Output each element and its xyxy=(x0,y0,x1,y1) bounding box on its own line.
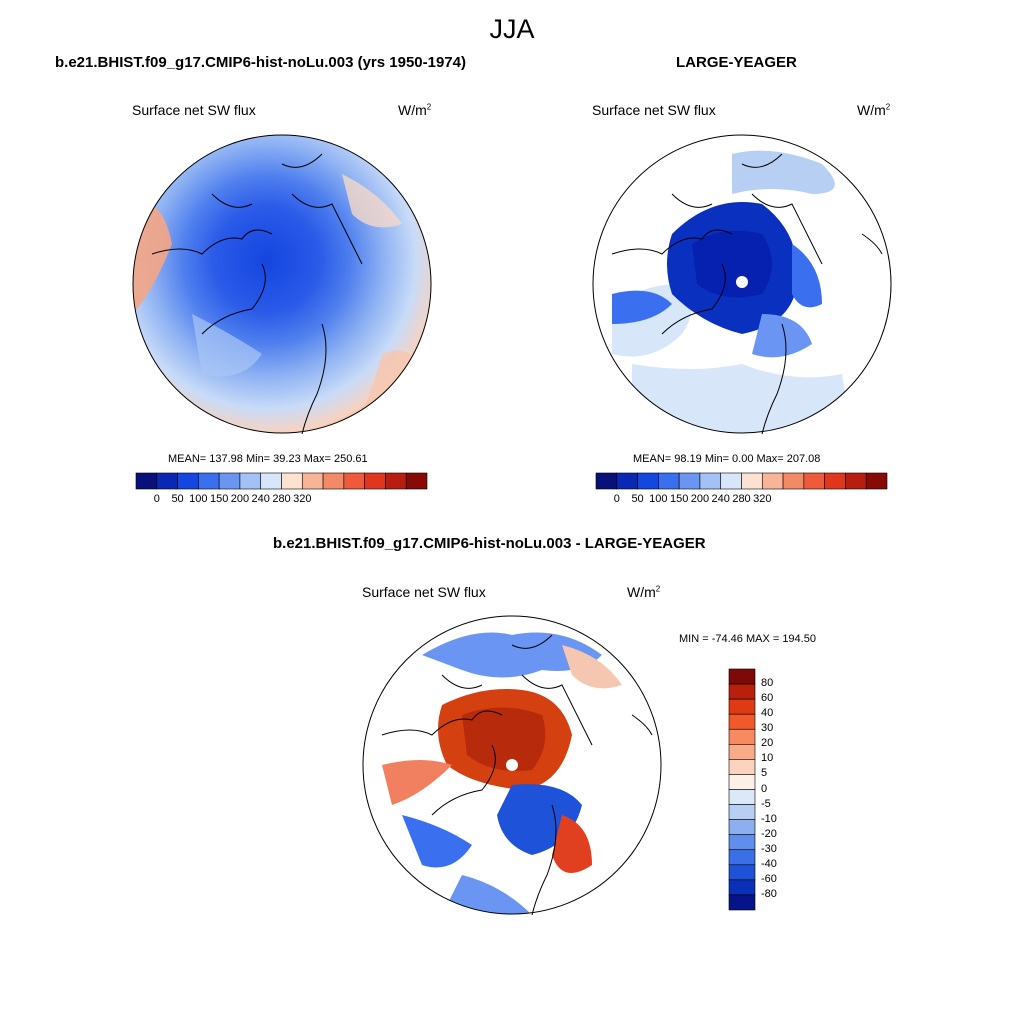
left-units-label: W/m2 xyxy=(398,102,432,118)
diff-stats: MIN = -74.46 MAX = 194.50 xyxy=(679,633,816,645)
colorbar-swatch xyxy=(728,864,756,881)
colorbar-swatch xyxy=(728,759,756,775)
colorbar-tick-label: 0 xyxy=(613,493,620,505)
colorbar-swatch xyxy=(728,774,756,790)
diff-colorbar xyxy=(728,668,756,911)
colorbar-swatch xyxy=(782,472,805,490)
colorbar-tick-label: -20 xyxy=(761,827,777,840)
colorbar-swatch xyxy=(728,668,756,685)
colorbar-tick-label: 0 xyxy=(153,493,160,505)
colorbar-swatch xyxy=(198,472,220,490)
colorbar-swatch xyxy=(405,472,428,490)
colorbar-tick-label: -80 xyxy=(761,887,777,900)
diff-colorbar-ticks: 80 60 40 30 20 10 5 0 -5 -10 -20 -30 -40 -60 -80 xyxy=(761,669,801,910)
colorbar-swatch xyxy=(728,744,756,760)
colorbar-tick-label: 0 xyxy=(761,782,768,795)
colorbar-swatch xyxy=(699,472,722,490)
colorbar-swatch xyxy=(281,472,303,490)
colorbar-swatch xyxy=(637,472,659,490)
colorbar-tick-label: 50 xyxy=(631,493,644,505)
colorbar-swatch xyxy=(385,472,407,490)
colorbar-swatch xyxy=(218,472,241,490)
colorbar-tick-label: 320 xyxy=(293,493,312,505)
colorbar-tick-label: -10 xyxy=(761,812,777,825)
right-units-label: W/m2 xyxy=(857,102,891,118)
colorbar-tick-label: 10 xyxy=(761,752,774,765)
diff-units-label: W/m2 xyxy=(627,584,661,600)
colorbar-swatch xyxy=(741,472,763,490)
colorbar-swatch xyxy=(260,472,282,490)
right-colorbar xyxy=(595,472,888,490)
right-colorbar-ticks: 0 50 100 150 200 240 280 320 xyxy=(596,493,887,507)
figure-title: JJA xyxy=(489,14,535,44)
colorbar-swatch xyxy=(156,472,178,490)
colorbar-swatch xyxy=(728,683,756,700)
colorbar-swatch xyxy=(301,472,324,490)
colorbar-swatch xyxy=(177,472,199,490)
colorbar-swatch xyxy=(845,472,867,490)
diff-polar-map xyxy=(362,615,662,916)
left-polar-map xyxy=(132,134,432,435)
colorbar-tick-label: 5 xyxy=(761,767,768,780)
left-panel-title: b.e21.BHIST.f09_g17.CMIP6-hist-noLu.003 … xyxy=(55,54,466,71)
colorbar-tick-label: 280 xyxy=(732,493,751,505)
colorbar-tick-label: 60 xyxy=(761,692,774,705)
colorbar-tick-label: 200 xyxy=(690,493,710,505)
left-colorbar xyxy=(135,472,428,490)
diff-variable-label: Surface net SW flux xyxy=(362,584,486,600)
left-colorbar-ticks: 0 50 100 150 200 240 280 320 xyxy=(136,493,427,507)
colorbar-swatch xyxy=(728,789,756,805)
right-stats: MEAN= 98.19 Min= 0.00 Max= 207.08 xyxy=(633,453,821,465)
colorbar-tick-label: 150 xyxy=(209,493,229,505)
colorbar-tick-label: 200 xyxy=(230,493,250,505)
colorbar-swatch xyxy=(728,819,756,835)
colorbar-swatch xyxy=(728,894,756,911)
colorbar-tick-label: 20 xyxy=(761,737,774,750)
colorbar-swatch xyxy=(720,472,742,490)
left-stats: MEAN= 137.98 Min= 39.23 Max= 250.61 xyxy=(168,453,368,465)
colorbar-swatch xyxy=(135,472,158,490)
colorbar-swatch xyxy=(728,713,756,730)
colorbar-tick-label: 80 xyxy=(761,677,774,690)
colorbar-swatch xyxy=(728,834,756,851)
right-polar-map xyxy=(592,134,892,435)
colorbar-swatch xyxy=(728,728,756,745)
colorbar-swatch xyxy=(728,698,756,715)
colorbar-swatch xyxy=(322,472,345,490)
colorbar-tick-label: -30 xyxy=(761,842,777,855)
colorbar-tick-label: 40 xyxy=(761,707,774,720)
colorbar-tick-label: 30 xyxy=(761,722,774,735)
colorbar-swatch xyxy=(803,472,825,490)
colorbar-swatch xyxy=(658,472,680,490)
diff-panel-title: b.e21.BHIST.f09_g17.CMIP6-hist-noLu.003 … xyxy=(273,535,706,552)
right-variable-label: Surface net SW flux xyxy=(592,102,716,118)
colorbar-tick-label: 320 xyxy=(753,493,772,505)
colorbar-tick-label: -5 xyxy=(761,797,771,810)
colorbar-swatch xyxy=(239,472,262,490)
left-variable-label: Surface net SW flux xyxy=(132,102,256,118)
colorbar-tick-label: 240 xyxy=(711,493,730,505)
colorbar-tick-label: 150 xyxy=(669,493,689,505)
colorbar-swatch xyxy=(728,849,756,866)
colorbar-tick-label: -40 xyxy=(761,857,777,870)
colorbar-tick-label: 280 xyxy=(272,493,291,505)
colorbar-tick-label: 100 xyxy=(189,493,208,505)
colorbar-tick-label: 50 xyxy=(171,493,184,505)
colorbar-swatch xyxy=(595,472,618,490)
colorbar-tick-label: 240 xyxy=(251,493,270,505)
colorbar-tick-label: -60 xyxy=(761,872,777,885)
colorbar-swatch xyxy=(364,472,386,490)
colorbar-swatch xyxy=(728,804,756,820)
colorbar-swatch xyxy=(678,472,701,490)
colorbar-swatch xyxy=(761,472,784,490)
colorbar-tick-label: 100 xyxy=(649,493,668,505)
colorbar-swatch xyxy=(824,472,846,490)
colorbar-swatch xyxy=(865,472,888,490)
colorbar-swatch xyxy=(728,879,756,896)
colorbar-swatch xyxy=(343,472,365,490)
colorbar-swatch xyxy=(616,472,638,490)
right-panel-title: LARGE-YEAGER xyxy=(676,54,797,71)
